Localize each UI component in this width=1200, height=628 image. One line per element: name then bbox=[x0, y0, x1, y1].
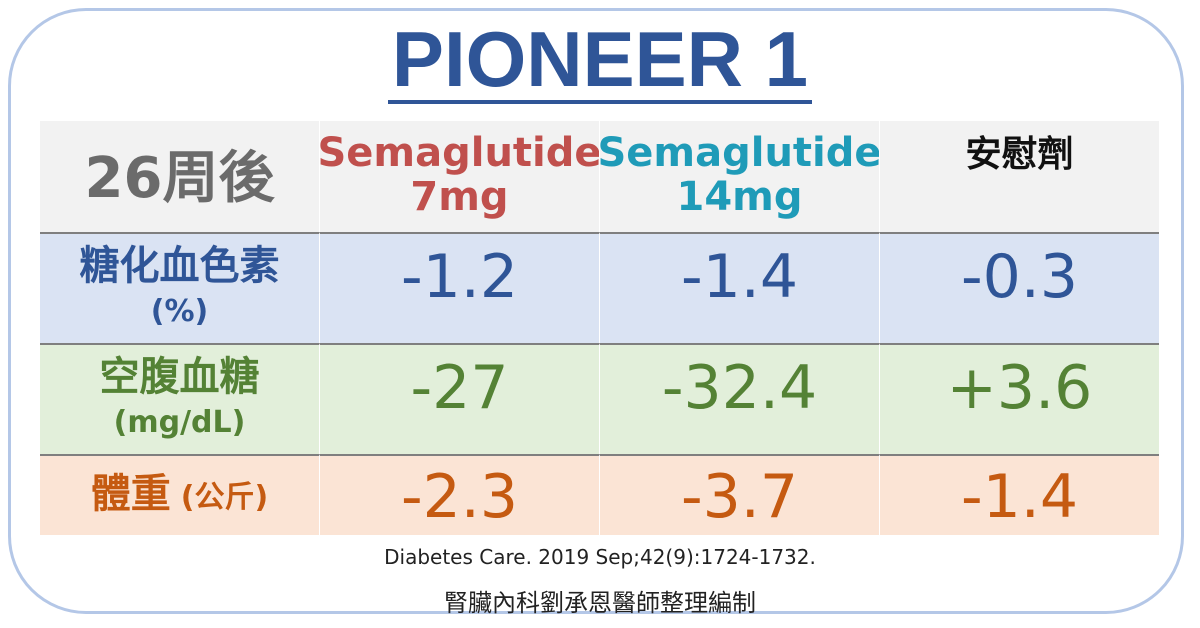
header-drug-name: Semaglutide bbox=[597, 130, 882, 176]
header-drug-name: 安慰劑 bbox=[965, 134, 1074, 175]
row-label-inline: 體重 (公斤) bbox=[91, 471, 268, 521]
row-label-unit: (%) bbox=[150, 293, 209, 329]
citation: Diabetes Care. 2019 Sep;42(9):1724-1732. bbox=[384, 545, 816, 569]
results-table: 26周後 Semaglutide 7mg Semaglutide 14mg 安慰… bbox=[40, 121, 1159, 535]
header-semaglutide-14mg: Semaglutide 14mg bbox=[597, 121, 882, 232]
header-corner: 26周後 bbox=[40, 121, 319, 232]
value-hba1c-14mg: -1.4 bbox=[599, 232, 879, 343]
row-label-fasting-glucose: 空腹血糖 (mg/dL) bbox=[40, 343, 319, 454]
value-glucose-14mg: -32.4 bbox=[599, 343, 879, 454]
header-drug-dose: 7mg bbox=[410, 174, 509, 220]
page-title: PIONEER 1 bbox=[0, 12, 1200, 106]
header-semaglutide-7mg: Semaglutide 7mg bbox=[317, 121, 602, 232]
header-drug-name: Semaglutide bbox=[317, 130, 602, 176]
rounded-frame bbox=[8, 8, 1184, 614]
header-drug-dose: 14mg bbox=[676, 174, 803, 220]
row-label-text: 糖化血色素 bbox=[79, 242, 280, 289]
row-label-unit: (公斤) bbox=[180, 479, 269, 515]
row-label-text: 空腹血糖 bbox=[99, 353, 260, 400]
value-weight-14mg: -3.7 bbox=[599, 454, 879, 535]
value-hba1c-placebo: -0.3 bbox=[879, 232, 1159, 343]
value-weight-placebo: -1.4 bbox=[879, 454, 1159, 535]
value-weight-7mg: -2.3 bbox=[319, 454, 599, 535]
credit-line: 腎臟內科劉承恩醫師整理編制 bbox=[444, 589, 756, 617]
value-glucose-placebo: +3.6 bbox=[879, 343, 1159, 454]
header-placebo: 安慰劑 bbox=[879, 121, 1159, 232]
page-title-text: PIONEER 1 bbox=[387, 18, 813, 104]
value-hba1c-7mg: -1.2 bbox=[319, 232, 599, 343]
value-glucose-7mg: -27 bbox=[319, 343, 599, 454]
row-label-weight: 體重 (公斤) bbox=[40, 454, 319, 535]
row-label-unit: (mg/dL) bbox=[113, 404, 246, 440]
row-label-text: 體重 bbox=[90, 470, 171, 517]
row-label-hba1c: 糖化血色素 (%) bbox=[40, 232, 319, 343]
